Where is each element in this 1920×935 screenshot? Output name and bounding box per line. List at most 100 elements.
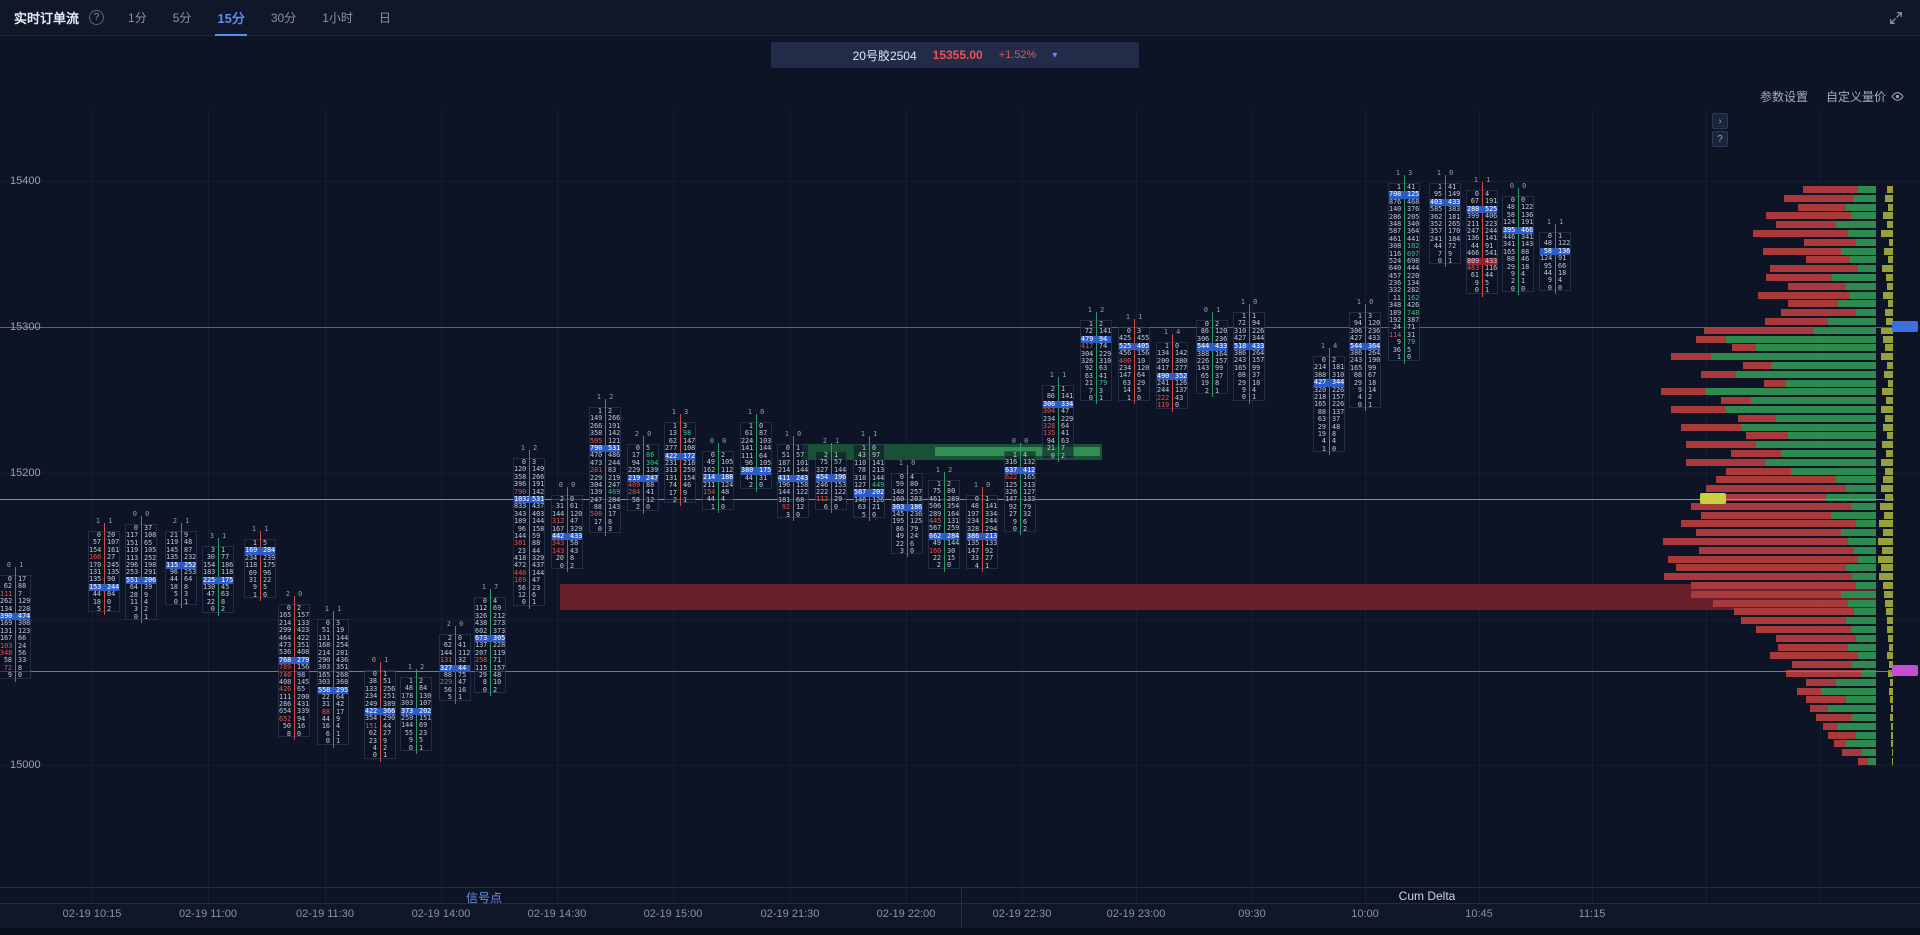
footprint-candle[interactable]: 1 2 1 2 48 84 178 130 303 107 373 202 259 151 144 69 55… [400, 663, 432, 754]
candle-wick-down [982, 487, 983, 572]
footprint-candle[interactable]: 1 2 1 2 75 80 461 289 506 354 289 164 445 131 567 259 6… [928, 466, 960, 572]
footprint-row: 446 341 [1503, 233, 1533, 241]
candle-delta-header: 0 0 [1011, 437, 1029, 445]
time-axis-label: 02-19 23:00 [1106, 908, 1166, 920]
footprint-row: 131 154 [665, 474, 695, 482]
footprint-candle[interactable]: 0 0 0 0 48 122 58 136 124 191 395 466 446 341 341 143 1… [1502, 182, 1534, 296]
footprint-row: 111 200 [279, 693, 309, 701]
footprint-candle[interactable]: 1 2 1 2 72 141 479 94 417 74 304 229 326 310 92 63 63 41… [1080, 306, 1112, 405]
footprint-candle[interactable]: 0 0 2 0 31 61 144 120 312 47 167 329 442 433 343 58 143… [551, 481, 583, 572]
footprint-candle[interactable]: 2 1 2 1 75 57 327 144 454 196 246 153 222 122 112 29 6 0 [815, 437, 847, 514]
footprint-candle[interactable]: 0 1 0 1 38 51 133 256 234 251 249 389 422 366 354 290 1… [364, 656, 396, 762]
delta-strip-bar [1888, 670, 1893, 677]
chevron-down-icon: ▾ [1052, 49, 1058, 61]
volume-profile-bar-sell [1706, 485, 1846, 492]
timeframe-tab-6[interactable]: 日 [378, 11, 391, 25]
footprint-candle[interactable]: 1 1 0 3 425 455 525 405 456 156 400 10 234 120 147 64 6… [1118, 313, 1150, 404]
fullscreen-expand-icon[interactable] [1886, 8, 1906, 28]
footprint-row: 61 44 [1470, 272, 1494, 280]
delta-strip-bar [1889, 644, 1893, 651]
volume-profile-bar-buy [1846, 617, 1876, 624]
signal-pane-label[interactable]: 信号点 [465, 891, 503, 905]
footprint-candle[interactable]: 1 1 2 1 86 141 306 334 304 47 234 229 328 64 135 41 94 6… [1042, 371, 1074, 462]
footprint-candle[interactable]: 1 2 0 3 120 149 358 266 396 191 790 142 1032 531 833 4… [513, 444, 545, 609]
footprint-candle[interactable]: 0 0 0 37 117 108 151 65 119 105 113 252 296 198 253 29… [125, 510, 157, 624]
footprint-candle[interactable]: 2 0 0 5 17 86 94 304 229 139 219 247 469 88 284 41 58 12… [627, 430, 659, 514]
footprint-row: 22 6 [895, 540, 915, 548]
param-settings-button[interactable]: 参数设置 [1760, 88, 1808, 105]
footprint-row: 168 254 [318, 642, 348, 650]
panel-help-button[interactable]: ? [1712, 131, 1728, 147]
footprint-candle[interactable]: 1 1 1 0 43 97 110 141 78 213 318 144 127 449 567 202 14… [853, 430, 885, 521]
footprint-row: 62 41 [443, 642, 467, 650]
collapse-panel-button[interactable]: › [1712, 113, 1728, 129]
volume-profile-bar-buy [1851, 714, 1876, 721]
footprint-row: 96 253 [169, 568, 196, 576]
footprint-candle[interactable]: 1 2 1 2 149 266 266 191 358 142 505 121 790 531 470 48… [589, 393, 621, 536]
footprint-candle[interactable]: 1 4 1 0 134 142 200 380 417 277 490 352 241 126 244 13… [1156, 328, 1188, 412]
footprint-candle[interactable]: 1 0 0 1 48 141 197 334 234 244 328 294 386 213 135 133… [966, 481, 998, 572]
footprint-row: 44 4 [706, 496, 726, 504]
volume-profile-bar-sell [1731, 450, 1781, 457]
footprint-candle[interactable]: 1 1 0 3 51 19 131 144 168 254 214 281 290 436 303 351 1… [317, 605, 349, 748]
footprint-row: 58 33 [3, 657, 27, 665]
footprint-candle[interactable]: 1 1 0 4 67 191 288 525 399 406 211 223 247 244 136 141… [1466, 176, 1498, 297]
footprint-candle[interactable]: 1 0 1 1 72 94 310 226 427 344 518 433 386 264 243 157 1… [1233, 298, 1265, 404]
instrument-selector[interactable]: 20号胶2504 15355.00 +1.52% ▾ [771, 42, 1139, 68]
footprint-row: 51 19 [321, 627, 345, 635]
footprint-row: 62 147 [668, 437, 695, 445]
footprint-candle[interactable]: 1 4 0 2 214 181 388 310 427 344 320 226 218 157 165 22… [1313, 342, 1345, 456]
footprint-candle[interactable]: 1 1 1 5 169 284 234 239 118 175 69 96 31 22 9 5 1 0 [244, 525, 276, 602]
candle-delta-header: 1 0 [747, 408, 765, 416]
footprint-candle[interactable]: 0 1 0 2 86 120 306 236 544 433 388 164 226 157 143 99 6… [1196, 306, 1228, 397]
footprint-row: 249 389 [365, 700, 395, 708]
footprint-candle[interactable]: 1 1 0 20 57 107 154 161 166 27 170 245 131 135 135 90 1… [88, 517, 120, 616]
timeframe-tab-1[interactable]: 1分 [128, 11, 147, 25]
footprint-row: 29 48 [478, 671, 502, 679]
footprint-row: 144 122 [778, 489, 808, 497]
footprint-candle[interactable]: 1 3 1417081256876468140376286205348340587… [1388, 169, 1420, 364]
footprint-row: 192 387 [1389, 317, 1419, 325]
timeframe-tab-2[interactable]: 5分 [172, 11, 192, 25]
footprint-row-poc: 673 305 [475, 634, 505, 643]
candle-wick-down [1555, 224, 1556, 295]
footprint-row: 167 66 [0, 635, 27, 643]
timeframe-tab-3[interactable]: 15分 [209, 0, 252, 36]
footprint-candle[interactable]: 1 0 1 0 61 87 224 103 141 144 111 64 96 105 380 175 44 3… [740, 408, 772, 492]
footprint-candle[interactable]: 2 0 2 0 62 41 144 112 131 32 327 44 88 75 229 47 56 16 5 1 [439, 620, 471, 704]
time-axis-strip[interactable] [0, 903, 1920, 928]
footprint-candle[interactable]: 1 0 1 3 94 120 306 236 427 433 544 364 386 264 243 190… [1349, 298, 1381, 412]
footprint-row: 18 8 [169, 583, 189, 591]
footprint-candle[interactable]: 2 0 0 2 165 157 214 133 299 423 464 422 473 351 536 40… [278, 590, 310, 741]
footprint-row-poc: 403 433 [1430, 198, 1460, 207]
cum-delta-pane-label[interactable]: Cum Delta [1398, 889, 1456, 903]
custom-volume-button[interactable]: 自定义量价 [1826, 88, 1904, 105]
delta-strip-bar [1887, 221, 1893, 228]
footprint-candle[interactable]: 0 1 0 17 62 88 111 7 262 129 134 228 390 474 169 308 13… [0, 561, 31, 682]
footprint-candle[interactable]: 1 1 0 1 48 122 58 136 124 91 95 66 44 18 9 4 0 0 [1539, 218, 1571, 295]
help-icon[interactable]: ? [89, 10, 105, 25]
footprint-candle[interactable]: 1 0 0 4 59 80 140 257 160 203 303 186 145 236 195 125 8… [891, 459, 923, 558]
footprint-candle[interactable]: 1 0 0 1 51 57 187 101 214 144 411 243 196 158 144 122 1… [777, 430, 809, 521]
timeframe-tab-4[interactable]: 30分 [270, 11, 297, 25]
footprint-candle[interactable]: 1 0 1 41 95 149 403 433 585 383 362 181 352 265 357 17… [1429, 169, 1461, 268]
footprint-candle[interactable]: 3 1 3 1 30 77 154 186 183 118 225 175 130 45 47 63 22 8 0… [202, 532, 234, 616]
delta-strip-bar [1881, 353, 1893, 360]
footprint-candle[interactable]: 0 0 1 4 316 132 637 412 622 165 125 313 326 127 147 13… [1004, 437, 1036, 536]
footprint-candle[interactable]: 2 1 21 9 119 48 145 87 135 232 115 252 96 253 44 64 18 8… [165, 517, 197, 608]
footprint-candle[interactable]: 1 7 0 4 112 69 326 212 438 273 602 373 673 305 137 228… [474, 583, 506, 697]
volume-profile-bar-buy [1850, 256, 1876, 263]
delta-strip-bar [1885, 494, 1893, 501]
footprint-candle[interactable]: 0 0 0 2 49 105 162 112 214 188 211 124 154 48 44 4 1 0 [702, 437, 734, 514]
delta-strip-bar [1886, 274, 1893, 281]
timeframe-tab-5[interactable]: 1小时 [322, 11, 353, 25]
footprint-candle[interactable]: 1 3 1 3 13 98 62 147 277 108 422 172 231 218 313 259 13… [664, 408, 696, 507]
delta-strip-bar [1890, 696, 1893, 703]
delta-strip-bar [1883, 212, 1893, 219]
candle-wick-down [869, 436, 870, 521]
